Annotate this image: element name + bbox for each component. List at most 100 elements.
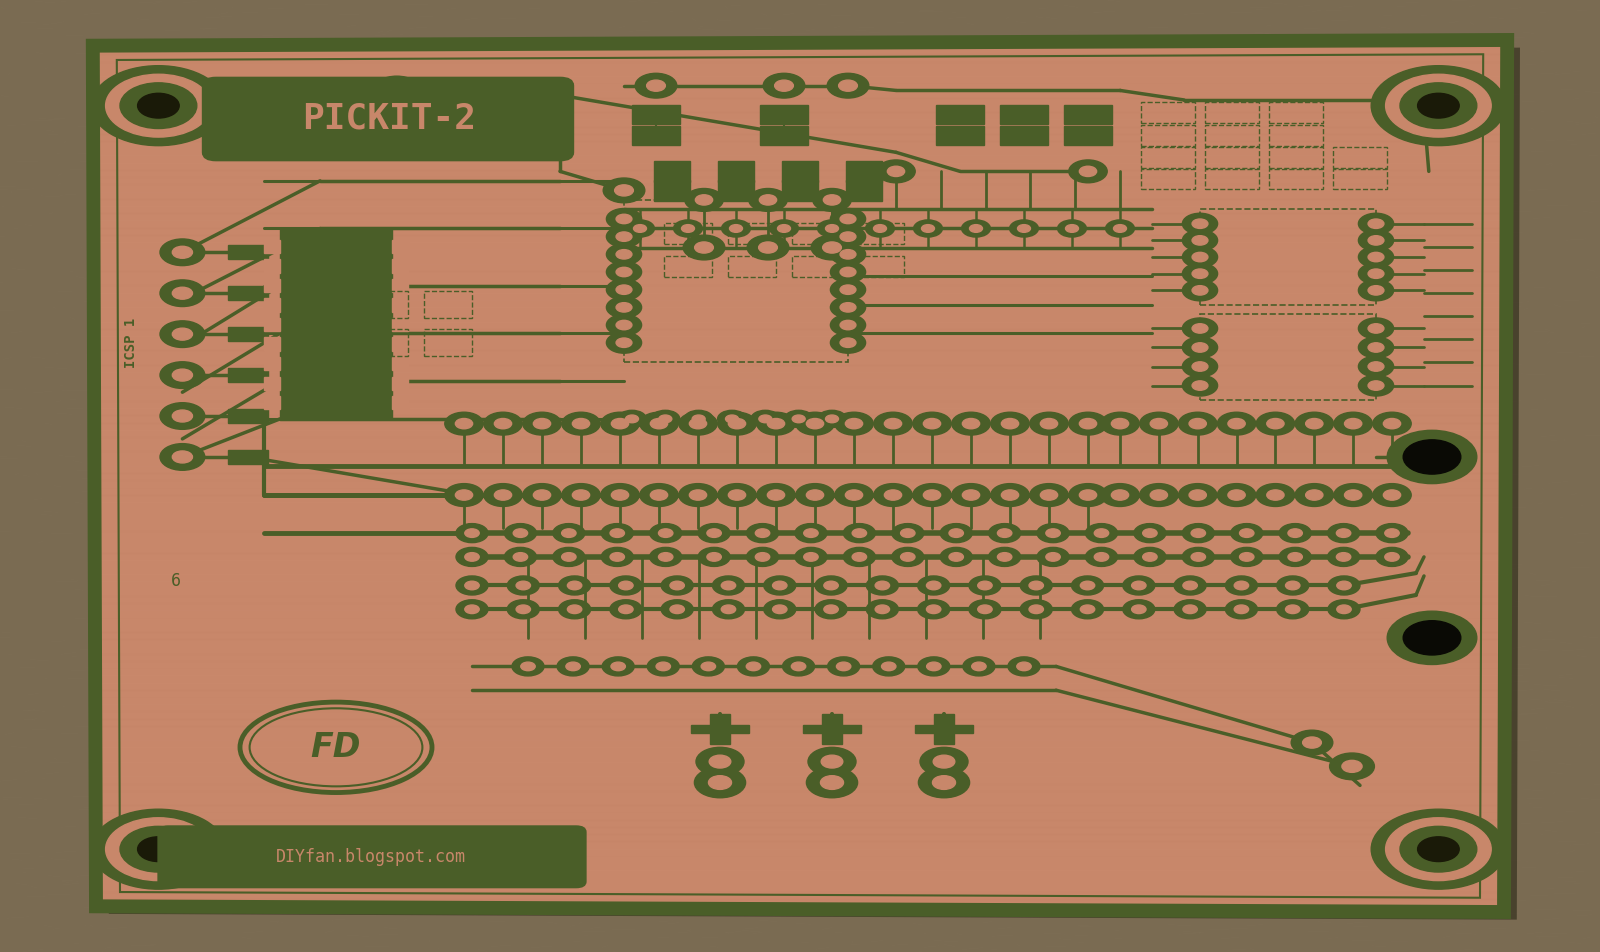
Circle shape	[512, 657, 544, 676]
Circle shape	[1150, 419, 1168, 428]
Circle shape	[1285, 581, 1299, 590]
Circle shape	[650, 490, 667, 500]
Circle shape	[1358, 375, 1394, 396]
Circle shape	[768, 419, 784, 428]
Circle shape	[606, 279, 642, 300]
Bar	[915, 725, 973, 733]
Circle shape	[573, 490, 590, 500]
Circle shape	[830, 297, 866, 318]
Bar	[664, 256, 712, 277]
Circle shape	[1080, 419, 1096, 428]
Bar	[934, 714, 954, 744]
Circle shape	[456, 490, 472, 500]
Bar	[280, 228, 392, 419]
Circle shape	[1403, 440, 1461, 474]
Bar	[264, 318, 280, 331]
Circle shape	[634, 225, 646, 232]
Circle shape	[1387, 430, 1477, 484]
Circle shape	[1069, 412, 1107, 435]
Circle shape	[456, 524, 488, 543]
Circle shape	[773, 581, 787, 590]
Circle shape	[874, 225, 886, 232]
Circle shape	[952, 484, 990, 506]
Circle shape	[840, 303, 856, 312]
Circle shape	[882, 663, 896, 670]
Bar	[392, 318, 408, 331]
Circle shape	[1192, 362, 1208, 371]
Text: 6: 6	[171, 572, 181, 589]
Circle shape	[1002, 419, 1019, 428]
Circle shape	[682, 225, 694, 232]
Circle shape	[91, 66, 226, 146]
Circle shape	[640, 484, 678, 506]
Circle shape	[1338, 605, 1350, 614]
Circle shape	[1134, 524, 1166, 543]
Circle shape	[456, 547, 488, 566]
Bar	[1000, 126, 1048, 145]
Circle shape	[1002, 490, 1019, 500]
Circle shape	[875, 605, 890, 614]
Bar	[264, 299, 280, 312]
Circle shape	[1256, 412, 1294, 435]
Circle shape	[120, 83, 197, 129]
Circle shape	[635, 73, 677, 98]
Circle shape	[483, 484, 522, 506]
Circle shape	[1368, 324, 1384, 333]
Circle shape	[830, 244, 866, 265]
Circle shape	[618, 410, 646, 427]
Bar	[782, 161, 818, 182]
Circle shape	[1344, 419, 1362, 428]
Circle shape	[1418, 93, 1459, 118]
Circle shape	[1131, 605, 1146, 614]
Circle shape	[730, 225, 742, 232]
Circle shape	[792, 415, 805, 423]
Circle shape	[514, 529, 528, 537]
Circle shape	[866, 600, 898, 619]
Bar	[728, 223, 776, 244]
Circle shape	[1131, 581, 1146, 590]
Circle shape	[626, 415, 638, 423]
Bar	[1333, 169, 1387, 189]
Circle shape	[770, 220, 798, 237]
Circle shape	[918, 657, 950, 676]
Circle shape	[795, 524, 827, 543]
Circle shape	[1021, 600, 1053, 619]
Circle shape	[707, 552, 722, 562]
Circle shape	[1134, 547, 1166, 566]
Bar	[1205, 169, 1259, 189]
Bar	[1205, 125, 1259, 146]
Circle shape	[821, 776, 843, 789]
Circle shape	[1218, 412, 1256, 435]
Circle shape	[1368, 381, 1384, 390]
Circle shape	[120, 826, 197, 872]
Circle shape	[646, 80, 666, 91]
Bar	[856, 223, 904, 244]
Circle shape	[1368, 343, 1384, 352]
Circle shape	[1101, 412, 1139, 435]
Circle shape	[763, 576, 795, 595]
Circle shape	[1288, 552, 1302, 562]
Circle shape	[1192, 236, 1208, 245]
Bar	[718, 180, 754, 201]
Circle shape	[1291, 730, 1333, 755]
Circle shape	[1139, 412, 1178, 435]
Circle shape	[784, 410, 813, 427]
Circle shape	[1358, 318, 1394, 339]
Circle shape	[611, 490, 629, 500]
Bar	[691, 725, 749, 733]
Bar	[710, 714, 730, 744]
Circle shape	[1400, 83, 1477, 129]
Circle shape	[811, 235, 853, 260]
Circle shape	[1182, 356, 1218, 377]
Circle shape	[456, 576, 488, 595]
Circle shape	[160, 403, 205, 429]
Circle shape	[990, 412, 1029, 435]
Circle shape	[1368, 252, 1384, 262]
Circle shape	[1046, 552, 1061, 562]
Circle shape	[670, 581, 685, 590]
Circle shape	[606, 262, 642, 283]
Text: PICKIT-2: PICKIT-2	[302, 101, 475, 135]
Circle shape	[1256, 484, 1294, 506]
Circle shape	[874, 484, 912, 506]
Circle shape	[1226, 600, 1258, 619]
